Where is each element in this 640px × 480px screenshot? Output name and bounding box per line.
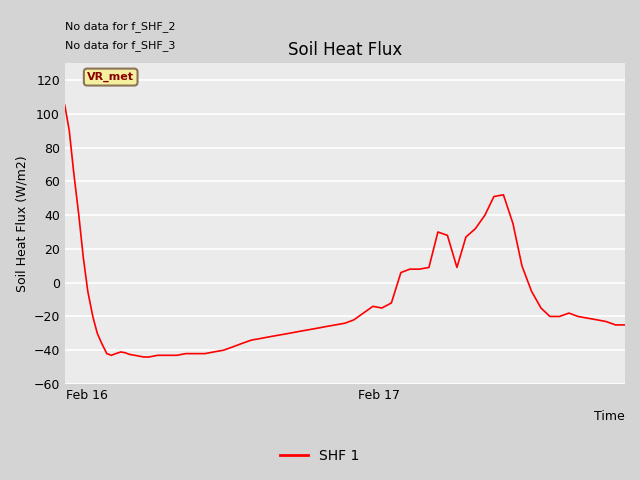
Text: No data for f_SHF_2: No data for f_SHF_2: [65, 21, 175, 32]
Title: Soil Heat Flux: Soil Heat Flux: [288, 41, 402, 59]
Legend: SHF 1: SHF 1: [275, 443, 365, 468]
Y-axis label: Soil Heat Flux (W/m2): Soil Heat Flux (W/m2): [15, 155, 28, 292]
Text: VR_met: VR_met: [87, 72, 134, 82]
Text: Time: Time: [595, 410, 625, 423]
Text: No data for f_SHF_3: No data for f_SHF_3: [65, 41, 175, 51]
